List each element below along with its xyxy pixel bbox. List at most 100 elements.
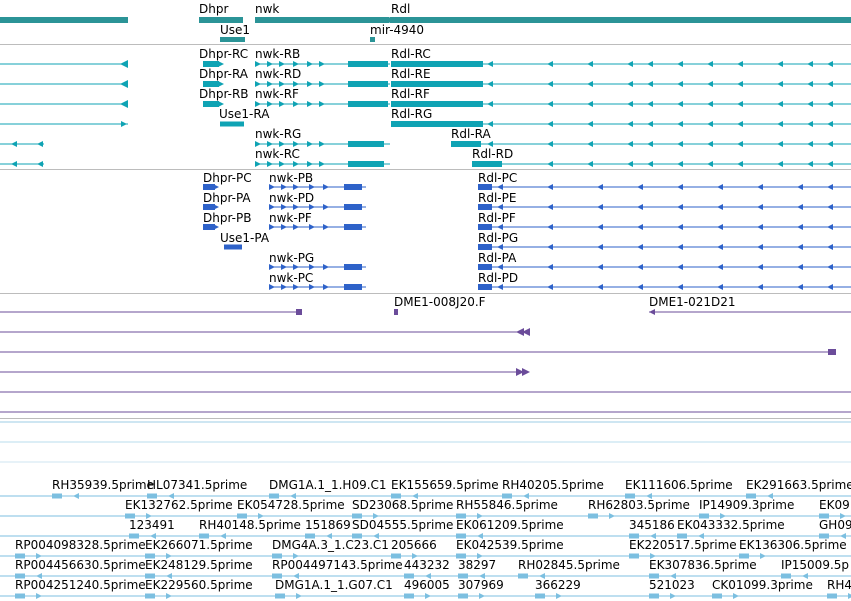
est-label[interactable]: EK155659.5prime <box>391 478 499 492</box>
est-block <box>305 533 315 539</box>
est-label[interactable]: RP004456630.5prime <box>15 558 146 572</box>
est-label[interactable]: EK111606.5prime <box>625 478 733 492</box>
est-label[interactable]: RH40148.5prime <box>199 518 301 532</box>
protein-label[interactable]: Rdl-PD <box>478 271 519 285</box>
est-label[interactable]: RH35939.5prime <box>52 478 154 492</box>
protein-label[interactable]: Dhpr-PC <box>203 171 252 185</box>
protein-label[interactable]: nwk-PB <box>269 171 314 185</box>
transcript-label[interactable]: Use1-RA <box>219 107 270 121</box>
est-block <box>746 493 756 499</box>
protein-label[interactable]: Rdl-PC <box>478 171 518 185</box>
gene-glyph[interactable] <box>199 17 243 23</box>
est-label[interactable]: EK291663.5prime <box>746 478 851 492</box>
est-label[interactable]: 443232 <box>404 558 450 572</box>
exon-block <box>348 141 384 147</box>
transcript-label[interactable]: nwk-RC <box>255 147 300 161</box>
est-label[interactable]: 345186 <box>629 518 675 532</box>
est-label[interactable]: HL07341.5prime <box>147 478 248 492</box>
est-label[interactable]: DMG1A.1_1.H09.C1 <box>269 478 387 492</box>
est-label[interactable]: EK132762.5prime <box>125 498 233 512</box>
track-separator <box>0 418 851 419</box>
est-label[interactable]: RP004497143.5prime <box>272 558 403 572</box>
gene-glyph[interactable] <box>220 37 245 42</box>
strand-arrow-icon <box>647 121 653 127</box>
gene-label[interactable]: Use1 <box>220 23 251 37</box>
est-label[interactable]: EK09 <box>819 498 850 512</box>
est-label[interactable]: SD04555.5prime <box>352 518 454 532</box>
est-label[interactable]: EK061209.5prime <box>456 518 564 532</box>
transcript-label[interactable]: Rdl-RG <box>391 107 433 121</box>
est-label[interactable]: EK248129.5prime <box>145 558 253 572</box>
protein-label[interactable]: nwk-PF <box>269 211 312 225</box>
est-label[interactable]: CK01099.3prime <box>712 578 813 592</box>
protein-label[interactable]: nwk-PD <box>269 191 315 205</box>
strand-arrow-icon <box>281 184 287 190</box>
est-label[interactable]: DMG1A.1_1.G07.C1 <box>275 578 393 592</box>
est-label[interactable]: 366229 <box>535 578 581 592</box>
gene-glyph[interactable] <box>390 17 851 23</box>
transcript-label[interactable]: Rdl-RE <box>391 67 431 81</box>
est-label[interactable]: RP004251240.5prime <box>15 578 146 592</box>
est-label[interactable]: 521023 <box>649 578 695 592</box>
gene-glyph[interactable] <box>255 17 389 23</box>
est-label[interactable]: 123491 <box>129 518 175 532</box>
strand-arrow-icon <box>717 284 723 290</box>
transcript-label[interactable]: Rdl-RA <box>451 127 491 141</box>
strand-arrow-icon <box>373 513 379 519</box>
exon-block <box>203 61 219 67</box>
transcript-label[interactable]: nwk-RD <box>255 67 302 81</box>
est-label[interactable]: DMG4A.3_1.C23.C1 <box>272 538 389 552</box>
est-label[interactable]: RH62803.5prime <box>588 498 690 512</box>
est-label[interactable]: EK043332.5prime <box>677 518 785 532</box>
est-label[interactable]: IP15009.5p <box>781 558 850 572</box>
protein-label[interactable]: Rdl-PE <box>478 191 517 205</box>
protein-label[interactable]: Rdl-PA <box>478 251 517 265</box>
protein-label[interactable]: Rdl-PF <box>478 211 516 225</box>
est-label[interactable]: 205666 <box>391 538 437 552</box>
transcript-label[interactable]: nwk-RG <box>255 127 302 141</box>
est-label[interactable]: 38297 <box>458 558 497 572</box>
transcript-label[interactable]: Dhpr-RA <box>199 67 249 81</box>
gene-glyph[interactable] <box>370 37 375 42</box>
est-label[interactable]: EK220517.5prime <box>629 538 737 552</box>
gene-label[interactable]: Dhpr <box>199 2 229 16</box>
est-label[interactable]: GH09 <box>819 518 851 532</box>
est-label[interactable]: EK307836.5prime <box>649 558 757 572</box>
protein-label[interactable]: nwk-PC <box>269 271 314 285</box>
strand-arrow-icon <box>497 184 503 190</box>
est-label[interactable]: EK266071.5prime <box>145 538 253 552</box>
protein-label[interactable]: Dhpr-PA <box>203 191 251 205</box>
gene-label[interactable]: mir-4940 <box>370 23 425 37</box>
protein-label[interactable]: nwk-PG <box>269 251 315 265</box>
est-label[interactable]: IP14909.3prime <box>699 498 795 512</box>
est-label[interactable]: EK136306.5prime <box>739 538 847 552</box>
est-label[interactable]: RH4 <box>827 578 851 592</box>
est-label[interactable]: EK229560.5prime <box>145 578 253 592</box>
est-label[interactable]: RH40205.5prime <box>502 478 604 492</box>
est-label[interactable]: 151869 <box>305 518 351 532</box>
gene-glyph[interactable] <box>0 17 128 23</box>
clone-label[interactable]: DME1-008J20.F <box>394 295 486 309</box>
transcript-label[interactable]: Rdl-RD <box>472 147 514 161</box>
protein-label[interactable]: Dhpr-PB <box>203 211 252 225</box>
protein-label[interactable]: Rdl-PG <box>478 231 519 245</box>
clone-label[interactable]: DME1-021D21 <box>649 295 736 309</box>
gene-label[interactable]: Rdl <box>391 2 411 16</box>
transcript-label[interactable]: nwk-RB <box>255 47 301 61</box>
est-label[interactable]: RP004098328.5prime <box>15 538 146 552</box>
est-label[interactable]: RH02845.5prime <box>518 558 620 572</box>
est-label[interactable]: EK054728.5prime <box>237 498 345 512</box>
est-label[interactable]: RH55846.5prime <box>456 498 558 512</box>
clone-track-glyphs <box>0 309 851 413</box>
est-label[interactable]: EK042539.5prime <box>456 538 564 552</box>
est-label[interactable]: SD23068.5prime <box>352 498 454 512</box>
transcript-label[interactable]: Dhpr-RC <box>199 47 249 61</box>
est-label[interactable]: 496005 <box>404 578 450 592</box>
protein-label[interactable]: Use1-PA <box>220 231 270 245</box>
transcript-label[interactable]: Dhpr-RB <box>199 87 249 101</box>
transcript-label[interactable]: Rdl-RC <box>391 47 431 61</box>
transcript-label[interactable]: nwk-RF <box>255 87 299 101</box>
transcript-label[interactable]: Rdl-RF <box>391 87 430 101</box>
gene-label[interactable]: nwk <box>255 2 280 16</box>
est-label[interactable]: 307969 <box>458 578 504 592</box>
